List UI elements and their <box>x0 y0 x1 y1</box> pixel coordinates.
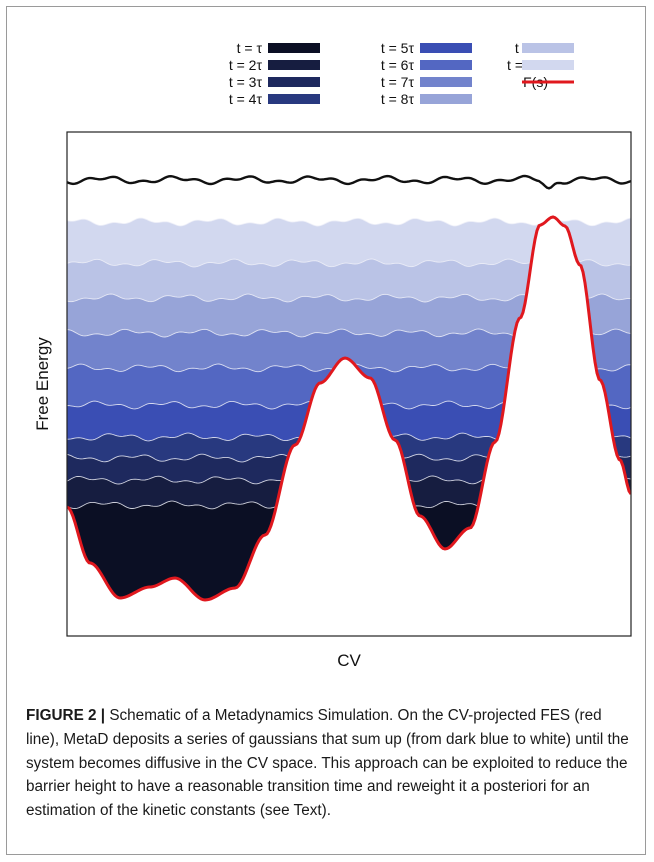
legend-label: t = 2τ <box>229 57 263 73</box>
gaussian-layer-1 <box>67 217 631 600</box>
free-energy-surface-line <box>67 215 631 602</box>
legend-swatch <box>420 60 472 70</box>
legend-label: t = 4τ <box>229 91 263 107</box>
legend-swatch <box>268 60 320 70</box>
legend-swatch <box>420 94 472 104</box>
legend-label: t = 3τ <box>229 74 263 90</box>
legend-label: t = 7τ <box>381 74 415 90</box>
curves <box>67 174 631 602</box>
legend-swatch <box>522 60 574 70</box>
caption-label: FIGURE 2 | <box>26 707 106 724</box>
legend-swatch <box>420 77 472 87</box>
layer-boundary <box>67 216 631 227</box>
metadynamics-chart: t = τt = 2τt = 3τt = 4τ t = 5τt = 6τt = 7… <box>33 40 632 670</box>
plot-area-border <box>66 131 632 637</box>
legend-label: t = 5τ <box>381 40 415 56</box>
legend-swatch <box>268 77 320 87</box>
figure-caption: FIGURE 2 | Schematic of a Metadynamics S… <box>26 704 632 823</box>
gaussian-layer-2 <box>67 217 631 600</box>
legend-swatch <box>268 94 320 104</box>
legend-label: t = τ <box>237 40 263 56</box>
legend-label: t = 8τ <box>381 91 415 107</box>
legend-swatch <box>420 43 472 53</box>
x-axis-label: CV <box>337 651 361 670</box>
legend: t = τt = 2τt = 3τt = 4τ t = 5τt = 6τt = 7… <box>229 40 574 107</box>
legend-swatch <box>522 43 574 53</box>
figure-frame <box>6 6 646 855</box>
legend-label: t = 6τ <box>381 57 415 73</box>
legend-swatch <box>268 43 320 53</box>
gaussian-fill-layers <box>67 216 631 600</box>
y-axis-label: Free Energy <box>33 337 52 431</box>
diffusive-energy-curve <box>67 174 631 190</box>
caption-text: Schematic of a Metadynamics Simulation. … <box>26 707 629 820</box>
